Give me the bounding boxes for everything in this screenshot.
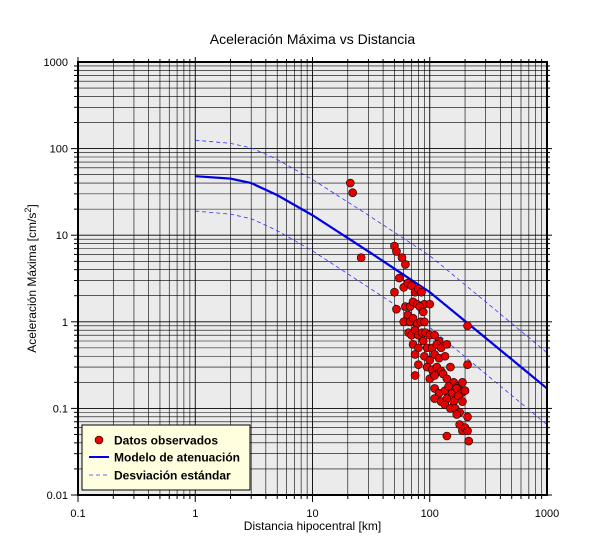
plot-frame: [77, 61, 548, 496]
data-point: [417, 287, 426, 297]
y-tick-label: 10: [56, 230, 68, 242]
legend: Datos observados Modelo de atenuación De…: [81, 424, 251, 491]
data-point: [463, 360, 472, 369]
legend-label-observados: Datos observados: [114, 434, 218, 448]
data-point: [458, 378, 467, 387]
deviation-upper-line: [195, 139, 547, 353]
data-point: [390, 287, 399, 297]
y-tick-label: 1000: [44, 57, 68, 69]
y-tick-label: 100: [50, 144, 68, 156]
data-point: [444, 381, 453, 391]
x-tick-label: 1000: [535, 508, 559, 520]
data-point: [395, 273, 404, 283]
deviation-lower-line: [195, 210, 547, 425]
grid: [77, 62, 547, 496]
chart-title: Aceleración Máxima vs Distancia: [210, 31, 416, 47]
data-point: [463, 321, 472, 331]
y-axis-label-sup: 2: [23, 208, 33, 213]
x-tick-label: 10: [306, 508, 318, 520]
data-point: [410, 371, 420, 380]
data-point: [430, 330, 439, 340]
x-tick-label: 0.1: [70, 508, 85, 520]
data-point: [356, 253, 366, 262]
x-tick-label: 100: [421, 508, 439, 520]
data-point: [458, 397, 467, 406]
series-layer: [195, 139, 547, 446]
data-point: [420, 317, 429, 327]
data-point: [460, 386, 470, 396]
legend-box: [81, 424, 251, 491]
data-point: [401, 260, 410, 269]
y-tick-labels: 0.01 0.1 1 10 100 1000: [44, 57, 68, 502]
data-point: [397, 253, 407, 262]
data-point: [463, 426, 472, 436]
x-axis-label: Distancia hipocentral [km]: [244, 519, 381, 533]
y-tick-label: 0.01: [47, 490, 68, 502]
y-tick-label: 0.1: [53, 403, 68, 415]
data-point: [425, 299, 435, 309]
data-point: [446, 362, 455, 372]
data-point: [418, 336, 428, 346]
x-tick-label: 1: [192, 508, 198, 520]
data-point: [452, 410, 462, 419]
data-point: [453, 391, 463, 401]
data-point: [442, 431, 452, 441]
data-point: [430, 371, 439, 380]
data-point: [464, 436, 474, 446]
x-tick-labels: 0.1 1 10 100 1000: [70, 508, 559, 520]
y-axis-label-end: ]: [25, 204, 39, 207]
data-point: [440, 351, 450, 361]
data-point: [410, 350, 420, 359]
data-point: [345, 178, 355, 188]
data-point: [463, 412, 472, 422]
legend-label-desviacion: Desviación estándar: [114, 469, 231, 483]
data-point: [392, 304, 401, 314]
legend-marker-observados: [94, 435, 104, 445]
data-point: [392, 247, 401, 256]
data-point: [418, 307, 428, 317]
data-point: [442, 339, 452, 349]
legend-label-modelo: Modelo de atenuación: [114, 451, 240, 465]
data-point: [348, 188, 357, 197]
data-point: [414, 360, 423, 369]
y-axis-label: Aceleración Máxima [cm/s2]: [23, 204, 39, 352]
y-tick-label: 1: [62, 317, 68, 329]
y-axis-label-main: Aceleración Máxima [cm/s: [25, 213, 39, 353]
